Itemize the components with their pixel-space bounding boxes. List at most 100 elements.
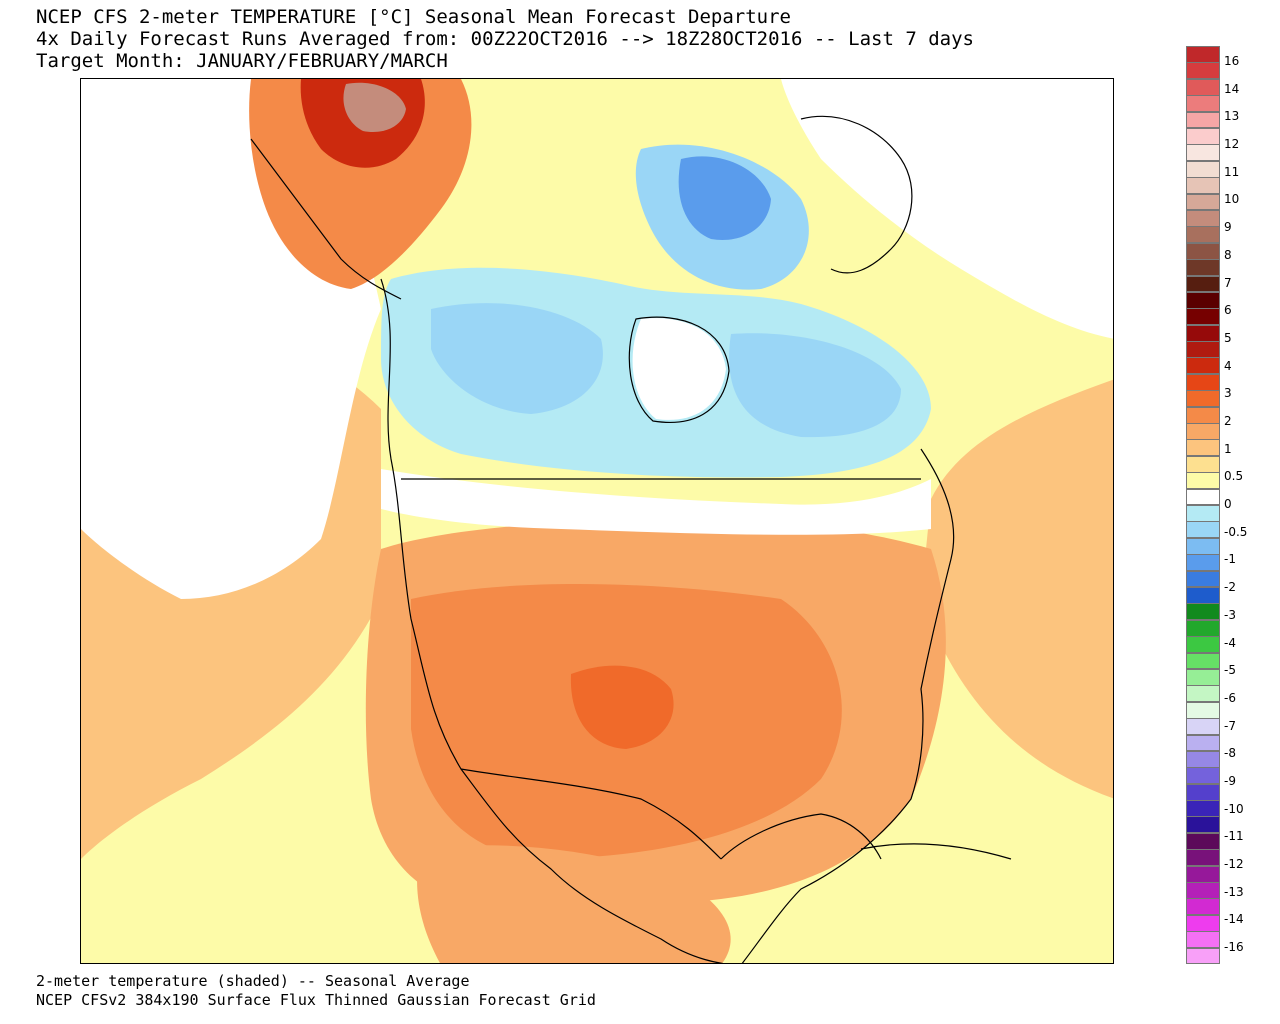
- baffin-cold-core: [678, 156, 771, 240]
- north-america-coastline: [380, 278, 955, 963]
- color-scale-label: 1: [1224, 441, 1232, 456]
- alaska-coast: [250, 138, 402, 300]
- color-scale-label: -13: [1224, 884, 1244, 899]
- color-swatch: [1186, 947, 1220, 965]
- atlantic-warm-band: [921, 379, 1113, 799]
- color-swatch: [1186, 882, 1220, 899]
- anomaly-shading: [81, 79, 1113, 963]
- color-scale-label: -11: [1224, 829, 1244, 844]
- color-scale-label: -4: [1224, 635, 1236, 650]
- color-scale-label: -5: [1224, 663, 1236, 678]
- color-scale-label: 5: [1224, 330, 1232, 345]
- color-swatch: [1186, 767, 1220, 785]
- color-scale-label: 7: [1224, 275, 1232, 290]
- color-swatch: [1186, 242, 1220, 260]
- canada-cold-core-east: [729, 333, 901, 438]
- color-swatch: [1186, 308, 1220, 326]
- color-scale-label: 8: [1224, 247, 1232, 262]
- color-swatch: [1186, 488, 1220, 506]
- color-swatch: [1186, 373, 1220, 391]
- color-scale-label: 9: [1224, 220, 1232, 235]
- color-swatch: [1186, 472, 1220, 490]
- color-swatch: [1186, 95, 1220, 113]
- color-swatch: [1186, 406, 1220, 424]
- color-scale-label: 3: [1224, 386, 1232, 401]
- map-outlines: [250, 115, 1012, 963]
- color-scale-label: -16: [1224, 940, 1244, 955]
- color-swatch: [1186, 800, 1220, 817]
- color-scale-label: 11: [1224, 164, 1240, 179]
- color-swatch: [1186, 849, 1220, 867]
- alaska-extreme-core: [343, 82, 406, 133]
- color-scale-label: 4: [1224, 358, 1232, 373]
- cuba-outline: [860, 843, 1012, 860]
- hudson-bay-neutral: [632, 318, 726, 420]
- color-swatch: [1186, 46, 1220, 63]
- color-swatch: [1186, 750, 1220, 768]
- color-scale-label: -3: [1224, 607, 1236, 622]
- temperature-anomaly-map: [80, 78, 1114, 964]
- southern-plains-hotspot: [570, 665, 674, 749]
- northern-border-neutral: [381, 469, 931, 535]
- color-scale-label: 6: [1224, 303, 1232, 318]
- forecast-run-range: 4x Daily Forecast Runs Averaged from: 00…: [36, 28, 974, 50]
- color-scale-label: 12: [1224, 137, 1240, 152]
- map-svg: [81, 79, 1113, 963]
- color-swatch: [1186, 865, 1220, 883]
- color-swatch: [1186, 554, 1220, 572]
- color-scale-label: -9: [1224, 774, 1236, 788]
- color-swatch: [1186, 78, 1220, 96]
- color-scale-label: -0.5: [1224, 524, 1248, 539]
- color-swatch: [1186, 439, 1220, 457]
- color-scale-label: 16: [1224, 54, 1240, 68]
- color-swatch: [1186, 505, 1220, 522]
- color-swatch: [1186, 209, 1220, 227]
- map-header: NCEP CFS 2-meter TEMPERATURE [°C] Season…: [36, 6, 974, 72]
- color-scale-label: -6: [1224, 690, 1236, 705]
- target-month: Target Month: JANUARY/FEBRUARY/MARCH: [36, 50, 448, 72]
- color-scale-label: -14: [1224, 912, 1244, 927]
- color-scale-label: 0: [1224, 497, 1232, 512]
- color-swatch: [1186, 832, 1220, 850]
- color-scale-label: -12: [1224, 857, 1244, 872]
- greenland-coast: [800, 115, 913, 274]
- color-swatch: [1186, 127, 1220, 145]
- color-swatch: [1186, 619, 1220, 637]
- color-swatch: [1186, 62, 1220, 80]
- color-swatch: [1186, 226, 1220, 244]
- color-scale-label: -7: [1224, 718, 1236, 733]
- color-swatch: [1186, 636, 1220, 654]
- color-swatch: [1186, 652, 1220, 670]
- color-swatch: [1186, 144, 1220, 162]
- color-swatch: [1186, 324, 1220, 342]
- hudson-bay-outline: [628, 316, 730, 423]
- color-swatch: [1186, 357, 1220, 375]
- color-scale-label: -10: [1224, 801, 1244, 816]
- color-swatch: [1186, 570, 1220, 588]
- color-scale-label: -8: [1224, 746, 1236, 761]
- color-swatch: [1186, 537, 1220, 555]
- color-swatch: [1186, 816, 1220, 834]
- canada-cold-core-west: [431, 303, 603, 414]
- color-swatch: [1186, 586, 1220, 604]
- color-swatch: [1186, 685, 1220, 703]
- color-swatch: [1186, 341, 1220, 358]
- grid-description: NCEP CFSv2 384x190 Surface Flux Thinned …: [36, 991, 596, 1009]
- color-swatch: [1186, 734, 1220, 752]
- greenland-neutral: [781, 79, 1113, 339]
- color-swatch: [1186, 455, 1220, 473]
- map-title: NCEP CFS 2-meter TEMPERATURE [°C] Season…: [36, 6, 791, 28]
- color-scale-label: -2: [1224, 580, 1236, 595]
- color-swatch: [1186, 390, 1220, 408]
- color-swatch: [1186, 111, 1220, 129]
- color-swatch: [1186, 718, 1220, 735]
- color-scale-label: -1: [1224, 552, 1236, 567]
- color-swatch: [1186, 275, 1220, 293]
- color-swatch: [1186, 160, 1220, 178]
- color-swatch: [1186, 603, 1220, 621]
- color-scale-label: 14: [1224, 81, 1240, 96]
- color-swatch: [1186, 701, 1220, 719]
- color-swatch: [1186, 931, 1220, 949]
- color-swatch: [1186, 914, 1220, 932]
- gulf-coast: [720, 813, 882, 860]
